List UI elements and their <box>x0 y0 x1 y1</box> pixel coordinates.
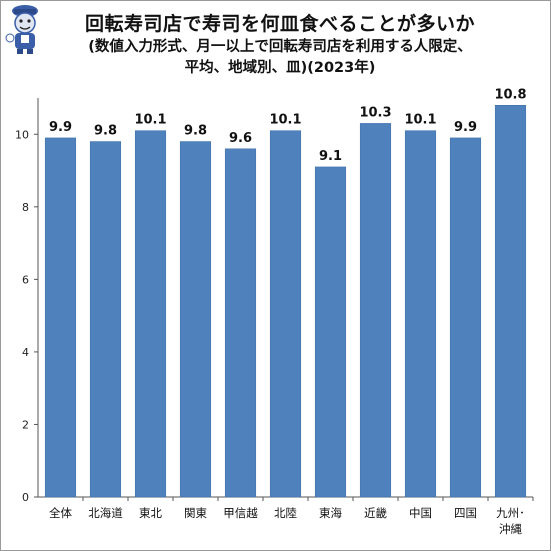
bar-value-label: 10.1 <box>134 113 166 128</box>
bar <box>89 141 122 498</box>
category-label: 関東 <box>184 506 207 520</box>
y-tick-label: 8 <box>22 201 29 214</box>
bar <box>404 130 437 498</box>
bar <box>44 137 77 498</box>
chart-subtitle-line-2: 平均、地域別、皿)(2023年) <box>184 60 376 76</box>
bar <box>179 141 212 498</box>
chart-title: 回転寿司店で寿司を何皿食べることが多いか <box>84 13 475 35</box>
category-label: 四国 <box>454 506 477 520</box>
category-label: 全体 <box>49 506 72 520</box>
mascot-logo-icon <box>5 5 38 54</box>
bar-value-label: 9.8 <box>94 124 117 139</box>
bar <box>359 123 392 498</box>
bar-value-label: 10.1 <box>269 113 301 128</box>
chart-subtitle-line-1: (数値入力形式、月一以上で回転寿司店を利用する人限定、 <box>88 39 472 55</box>
chart-subtitle: (数値入力形式、月一以上で回転寿司店を利用する人限定、 平均、地域別、皿)(20… <box>46 37 514 79</box>
category-label: 近畿 <box>364 506 387 520</box>
category-label: 中国 <box>409 506 432 520</box>
bar-value-label: 9.9 <box>454 120 477 135</box>
y-tick-label: 10 <box>15 128 29 141</box>
bar-value-label: 10.1 <box>404 113 436 128</box>
bar-value-label: 10.3 <box>359 105 391 120</box>
bar-value-label: 10.8 <box>494 87 526 102</box>
bar <box>134 130 167 498</box>
y-tick-label: 2 <box>22 418 29 431</box>
y-tick-label: 0 <box>22 491 29 504</box>
category-label: 北海道 <box>88 506 123 520</box>
category-label: 九州･沖縄 <box>496 506 525 536</box>
category-label: 東北 <box>139 506 162 520</box>
bar-value-label: 9.1 <box>319 149 342 164</box>
bar-value-label: 9.8 <box>184 124 207 139</box>
category-label: 東海 <box>319 506 342 520</box>
y-tick-label: 6 <box>22 273 29 286</box>
bar-value-label: 9.9 <box>49 120 72 135</box>
bar <box>314 166 347 498</box>
bar <box>269 130 302 498</box>
bar <box>494 105 527 498</box>
category-label: 甲信越 <box>223 506 258 520</box>
bar <box>449 137 482 498</box>
bar <box>224 148 257 498</box>
bar-value-label: 9.6 <box>229 131 252 146</box>
y-tick-label: 4 <box>22 346 29 359</box>
category-label: 北陸 <box>274 506 297 520</box>
